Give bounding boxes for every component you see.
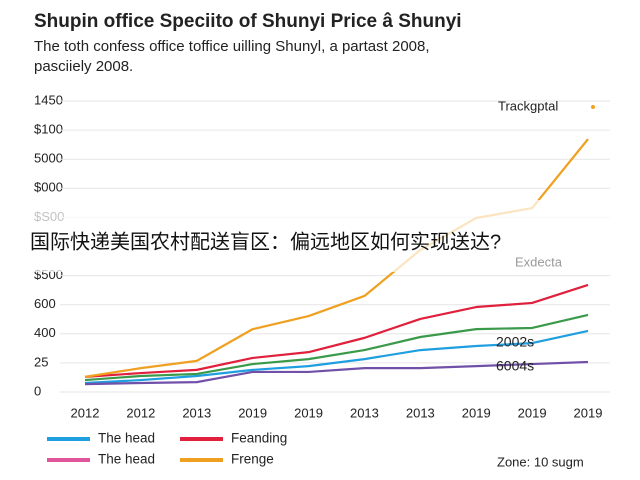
x-tick-label: 2019 [518,405,547,420]
annotation: Exdecta [515,254,563,269]
annotation-dot [591,105,595,109]
x-tick-label: 2019 [294,405,323,420]
x-tick-label: 2013 [406,405,435,420]
y-tick-label: 25 [34,354,48,369]
chart-title: Shupin office Speciito of Shunyi Price â… [34,11,462,32]
legend-label: Feanding [231,431,287,446]
y-tick-label: $100 [34,122,63,137]
y-tick-label: 0 [34,383,41,398]
y-tick-label: 400 [34,325,56,340]
y-tick-label: 5000 [34,151,63,166]
overlay-text: 国际快递美国农村配送盲区：偏远地区如何实现送达? [30,230,501,253]
legend-label: Frenge [231,452,274,467]
x-tick-label: 2013 [182,405,211,420]
annotation: 2002s [496,334,534,350]
subtitle: pasciiely 2008. [34,58,133,75]
series-line [84,329,589,385]
series-line [84,313,589,382]
x-tick-label: 2013 [350,405,379,420]
x-tick-label: 2012 [126,405,155,420]
annotation: 6004s [496,358,534,374]
y-tick-label: $000 [34,180,63,195]
y-tick-label: 1450 [34,92,63,107]
series-line [84,360,589,386]
annotation: Trackgptal [498,98,558,113]
x-tick-label: 2019 [238,405,267,420]
y-tick-label: 600 [34,296,56,311]
legend-label: The head [98,431,155,446]
plot: 025400600$500$S00$0005000$10014502012201… [34,92,610,462]
fade-band [20,200,620,272]
subtitle: The toth confess office toffice uilling … [34,38,430,55]
x-tick-label: 2012 [71,405,100,420]
x-tick-label: 2019 [574,405,603,420]
x-tick-label: 2019 [462,405,491,420]
legend-label: The head [98,452,155,467]
series-line [84,283,589,378]
annotation: Zone: 10 sugm [497,454,584,469]
